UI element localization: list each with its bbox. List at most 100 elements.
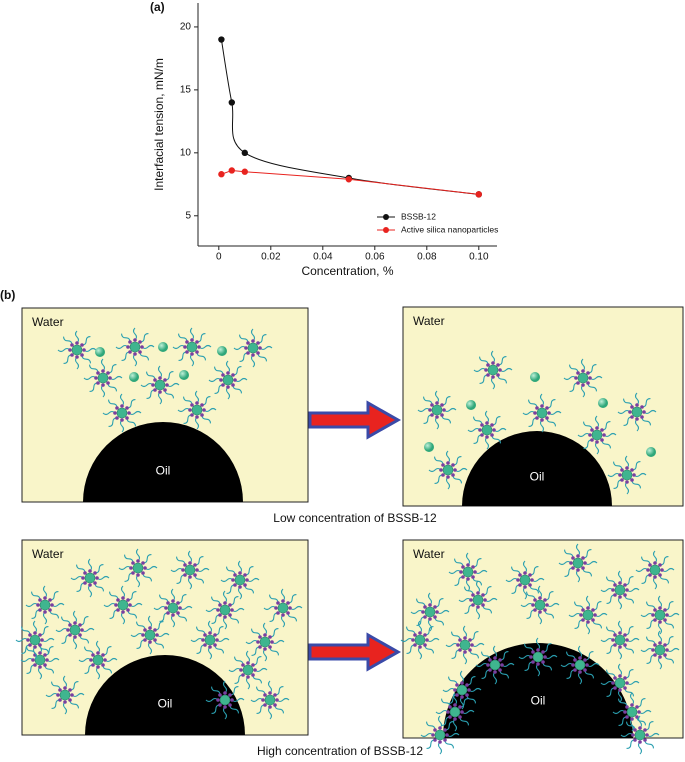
x-tick-label: 0.06 <box>365 252 385 263</box>
nanoparticle <box>95 347 105 357</box>
surfactant-molecule <box>102 393 142 433</box>
surfactant-molecule <box>640 630 680 670</box>
surfactant-molecule <box>563 358 603 398</box>
surfactant-molecule <box>400 620 440 660</box>
surfactant-molecule <box>228 650 268 690</box>
surfactant-molecule <box>103 585 143 625</box>
surfactant-molecule <box>172 327 212 367</box>
data-point <box>228 99 235 106</box>
oil-droplet <box>83 422 243 502</box>
surfactant-molecule <box>417 390 457 430</box>
nanoparticle <box>217 346 227 356</box>
oil-droplet <box>85 655 245 735</box>
surfactant-molecule <box>45 675 85 715</box>
surfactant-molecule <box>25 585 65 625</box>
surfactant-molecule <box>118 548 158 588</box>
surfactant-molecule <box>55 610 95 650</box>
diagram: Water Oil Water Oil Water Oil Water Oil Low conc… <box>15 306 684 758</box>
panel-label: (b) <box>0 288 15 302</box>
water-label: Water <box>413 547 445 561</box>
surfactant-molecule <box>220 560 260 600</box>
surfactant-molecule <box>640 595 680 635</box>
chart: 5 10 15 20 0 0.02 0.04 0.06 0.08 0.10 Concentratio… <box>152 3 498 278</box>
surfactant-molecule <box>612 692 652 732</box>
nanoparticle <box>466 400 476 410</box>
surfactant-molecule <box>70 558 110 598</box>
nanoparticle <box>530 372 540 382</box>
oil-label: Oil <box>530 469 545 483</box>
nanoparticle <box>158 342 168 352</box>
nanoparticle <box>598 398 608 408</box>
surfactant-molecule <box>140 365 180 405</box>
x-tick-label: 0.10 <box>469 252 489 263</box>
surfactant-molecule <box>205 680 245 720</box>
x-axis-label: Concentration, % <box>301 264 393 278</box>
nanoparticle <box>646 447 656 457</box>
surfactant-molecule <box>607 455 647 495</box>
surfactant-molecule <box>130 615 170 655</box>
surfactant-molecule <box>420 715 460 755</box>
x-tick-label: 0 <box>216 252 222 263</box>
surfactant-molecule <box>505 560 545 600</box>
surfactant-molecule <box>263 588 303 628</box>
data-point <box>345 176 352 183</box>
surfactant-molecule <box>190 620 230 660</box>
x-tick-label: 0.02 <box>261 252 281 263</box>
surfactant-molecule <box>78 640 118 680</box>
surfactant-molecule <box>560 645 600 685</box>
surfactant-molecule <box>428 450 468 490</box>
surfactant-molecule <box>473 350 513 390</box>
surfactant-molecule <box>153 588 193 628</box>
surfactant-molecule <box>620 715 660 755</box>
oil-label: Oil <box>158 696 173 710</box>
surfactant-molecule <box>170 550 210 590</box>
water-label: Water <box>32 547 64 561</box>
surfactant-molecule <box>448 552 488 592</box>
surfactant-molecule <box>568 595 608 635</box>
oil-label: Oil <box>156 463 171 477</box>
surfactant-molecule <box>245 622 285 662</box>
surfactant-molecule <box>635 550 675 590</box>
surfactant-molecule <box>520 585 560 625</box>
data-point <box>228 167 235 174</box>
y-tick-label: 10 <box>180 147 192 158</box>
surfactant-molecule <box>458 580 498 620</box>
surfactant-molecule <box>467 410 507 450</box>
surfactant-molecule <box>57 330 97 370</box>
nanoparticle <box>179 370 189 380</box>
data-point <box>218 36 225 43</box>
surfactant-molecule <box>617 392 657 432</box>
surfactant-molecule <box>177 390 217 430</box>
surfactant-molecule <box>558 543 598 583</box>
surfactant-molecule <box>115 327 155 367</box>
oil-label: Oil <box>531 694 546 708</box>
surfactant-molecule <box>522 393 562 433</box>
legend-marker <box>383 214 389 220</box>
y-tick-label: 15 <box>180 85 192 96</box>
surfactant-molecule <box>600 663 640 703</box>
oil-droplet <box>462 431 612 506</box>
panel-label: (a) <box>150 0 165 14</box>
legend-label: BSSB-12 <box>401 211 436 221</box>
surfactant-molecule <box>83 358 123 398</box>
surfactant-molecule <box>600 620 640 660</box>
y-tick-label: 20 <box>180 22 192 33</box>
surfactant-molecule <box>208 360 248 400</box>
surfactant-molecule <box>475 645 515 685</box>
water-label: Water <box>32 315 64 329</box>
surfactant-molecule <box>577 415 617 455</box>
caption: High concentration of BSSB-12 <box>257 744 423 758</box>
surfactant-molecule <box>600 570 640 610</box>
legend-label: Active silica nanoparticles <box>401 224 498 234</box>
data-point <box>218 171 225 178</box>
series-line <box>220 39 479 195</box>
surfactant-molecule <box>518 637 558 677</box>
surfactant-molecule <box>15 620 55 660</box>
surfactant-molecule <box>205 590 245 630</box>
data-point <box>475 191 482 198</box>
y-axis-label: Interfacial tension, mN/m <box>152 58 166 191</box>
legend-marker <box>383 227 389 233</box>
x-tick-label: 0.08 <box>417 252 437 263</box>
y-tick-label: 5 <box>185 210 191 221</box>
